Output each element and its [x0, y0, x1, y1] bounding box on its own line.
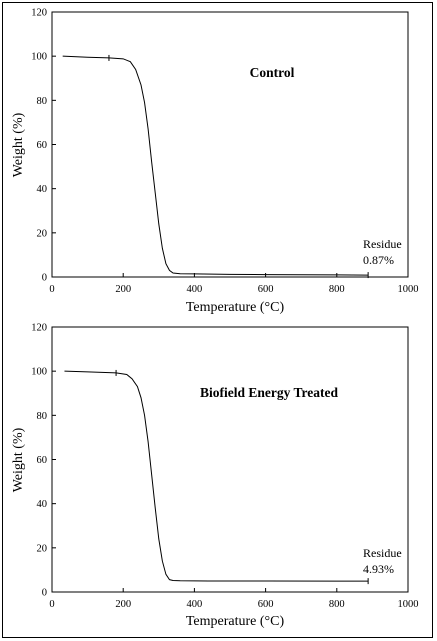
- x-tick-label: 400: [187, 599, 203, 610]
- y-tick-label: 20: [37, 543, 48, 554]
- x-tick-label: 1000: [398, 599, 419, 610]
- chart-panel-treated: 0 20 40 60 80 100 120 0 200 400 600 800 1000 Biofie…: [11, 323, 419, 630]
- annotation-residue-label-1: Residue: [363, 237, 402, 251]
- y-tick-label: 80: [37, 96, 48, 107]
- plot-area-2: [51, 326, 409, 593]
- x-tick-label: 600: [258, 284, 274, 295]
- x-tick-label: 400: [187, 284, 203, 295]
- annotation-residue-value-2: 4.93%: [363, 562, 394, 576]
- y-tick-label: 60: [37, 455, 48, 466]
- x-tick-label: 200: [115, 599, 131, 610]
- y-tick-label: 60: [37, 140, 48, 151]
- chart-title-control: Control: [250, 65, 295, 80]
- y-tick-label: 120: [31, 323, 47, 334]
- figure-frame: [2, 2, 433, 638]
- y-tick-label: 20: [37, 228, 48, 239]
- x-tick-label: 0: [49, 599, 54, 610]
- series-line-treated: [64, 370, 369, 582]
- x-tick-label: 200: [115, 284, 131, 295]
- x-tick-label: 800: [329, 284, 345, 295]
- y-tick-label: 40: [37, 184, 48, 195]
- y-axis-label-2: Weight (%): [11, 427, 26, 492]
- y-tick-label: 0: [42, 588, 47, 599]
- y-tick-label: 80: [37, 411, 48, 422]
- plot-area-1: [51, 11, 409, 278]
- y-tick-label: 100: [31, 52, 47, 63]
- chart-panel-control: 0 20 40 60 80 100 120 0 200 400 600 800 1000 Contro…: [11, 8, 419, 316]
- x-tick-label: 1000: [398, 284, 419, 295]
- x-tick-label: 600: [258, 599, 274, 610]
- x-axis-label-2: Temperature (°C): [186, 614, 285, 629]
- y-tick-label: 120: [31, 8, 47, 19]
- annotation-residue-label-2: Residue: [363, 546, 402, 560]
- y-axis-label-1: Weight (%): [11, 112, 26, 177]
- x-axis-label-1: Temperature (°C): [186, 300, 285, 315]
- series-line-control: [62, 55, 369, 276]
- y-tick-label: 40: [37, 499, 48, 510]
- x-tick-label: 0: [49, 284, 54, 295]
- y-tick-label: 0: [42, 273, 47, 284]
- annotation-residue-value-1: 0.87%: [363, 253, 394, 267]
- chart-title-treated: Biofield Energy Treated: [200, 385, 338, 400]
- x-tick-label: 800: [329, 599, 345, 610]
- y-tick-label: 100: [31, 367, 47, 378]
